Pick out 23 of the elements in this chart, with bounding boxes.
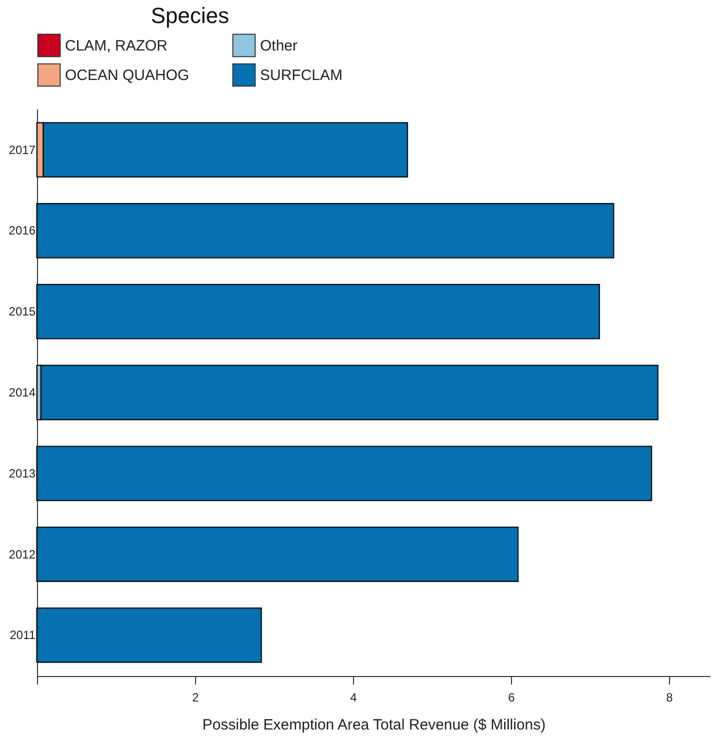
legend-label: SURFCLAM (260, 67, 343, 84)
bar (36, 284, 600, 340)
x-tick-label: 2 (192, 690, 200, 704)
bar (36, 203, 614, 258)
bar (36, 446, 652, 502)
y-tick-label: 2012 (8, 547, 36, 562)
legend-label: CLAM, RAZOR (65, 37, 168, 54)
y-tick-label: 2016 (8, 224, 36, 238)
bar (36, 526, 519, 582)
y-tick-label: 2011 (10, 628, 36, 642)
y-tick-label: 2013 (8, 466, 36, 480)
legend-label: OCEAN QUAHOG (65, 67, 190, 84)
x-axis-title: Possible Exemption Area Total Revenue ($ Millions) (202, 716, 546, 734)
x-tick-label: 6 (508, 690, 516, 704)
x-tick-label: 4 (350, 690, 358, 704)
x-tick-label: 8 (666, 690, 674, 704)
legend-title: Species (150, 3, 230, 28)
bar (40, 364, 658, 420)
bar (36, 607, 262, 663)
legend-label: Other (260, 37, 298, 54)
y-tick-label: 2017 (8, 142, 36, 157)
y-tick-label: 2015 (8, 304, 36, 319)
y-tick-label: 2014 (8, 386, 36, 400)
